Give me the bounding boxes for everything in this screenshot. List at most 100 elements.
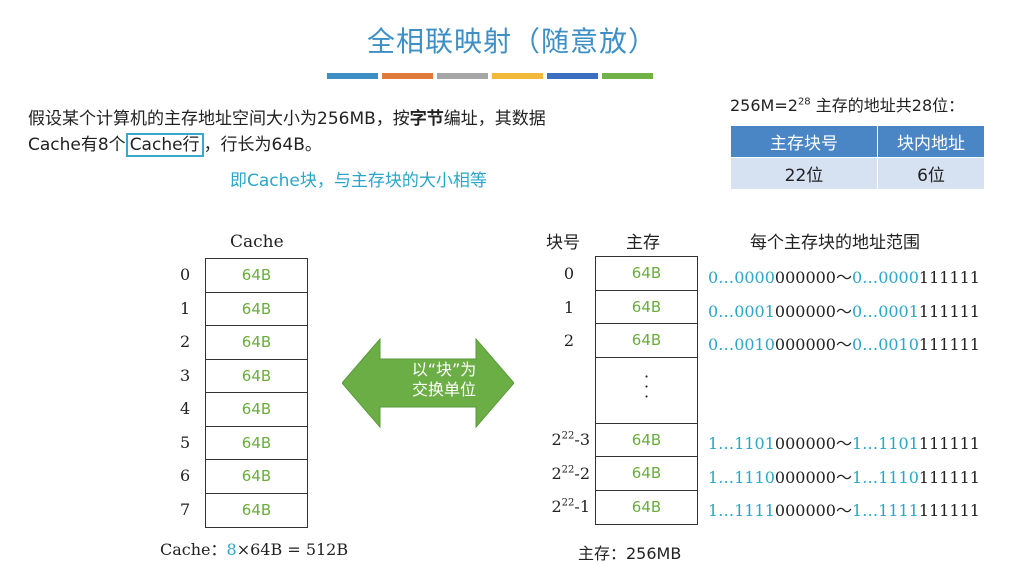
block-index: 1 (563, 297, 574, 317)
address-range-part: 111111 (918, 434, 980, 453)
address-range-part: 1111 (734, 501, 775, 520)
address-range-part: 000000～ (774, 501, 852, 520)
address-range-part: 0… (852, 301, 879, 321)
address-range-part: 1101 (878, 434, 919, 453)
block-index: 0 (563, 264, 574, 283)
address-range: 0…0000000000～0…0000111111 (708, 264, 980, 288)
intro-part1: 假设某个计算机的主存地址空间大小为256MB，按 (28, 109, 410, 129)
address-range-part: 0010 (878, 335, 919, 354)
address-format-table: 主存块号 块内地址 22位 6位 (730, 125, 985, 190)
cache-line-index: 2 (180, 332, 191, 351)
arrow-label: 以“块”为 交换单位 (360, 360, 528, 400)
address-range-part: 1… (708, 467, 735, 487)
address-range-part: 1110 (878, 467, 919, 487)
color-bar-segment (327, 73, 378, 79)
cache-block-note: 即Cache块，与主存块的大小相等 (230, 171, 487, 191)
cache-block: 64B (206, 259, 307, 293)
block-index-base: 2 (551, 497, 562, 516)
color-bar (327, 73, 653, 79)
address-range-part: 0… (852, 268, 879, 287)
memory-block: 64B (596, 257, 697, 291)
address-range-part: 0000 (734, 268, 775, 287)
address-range-part: 1… (852, 501, 879, 520)
cache-line-index: 7 (180, 499, 191, 519)
color-bar-segment (547, 73, 598, 79)
block-number-bits: 22位 (730, 157, 878, 190)
block-index: 222-2 (538, 464, 590, 483)
block-index-base: 2 (551, 463, 562, 483)
cache-block: 64B (206, 393, 307, 427)
address-range-part: 0… (852, 335, 879, 354)
address-range-part: 1101 (734, 434, 775, 453)
address-range-part: 0… (708, 301, 735, 321)
cache-line-highlight: Cache行 (125, 133, 204, 157)
address-range-column-header: 每个主存块的地址范围 (750, 233, 920, 253)
main-memory-blocks: 64B 64B 64B · · · 64B 64B 64B (595, 256, 698, 525)
address-range-part: 000000～ (774, 434, 852, 453)
address-range-part: 1110 (734, 467, 775, 487)
cache-line-index: 1 (180, 298, 191, 318)
address-heading-post: 主存的地址共28位： (810, 96, 965, 115)
cache-block: 64B (206, 293, 307, 326)
address-range-part: 0001 (878, 301, 919, 321)
block-index-suffix: -2 (574, 463, 590, 483)
address-range-part: 0010 (734, 335, 775, 354)
memory-block: 64B (596, 291, 697, 324)
color-bar-segment (602, 73, 653, 79)
main-memory-size: 主存：256MB (578, 544, 682, 563)
address-range-part: 1… (708, 434, 735, 453)
address-range: 0…0001000000～0…0001111111 (708, 298, 980, 322)
arrow-label-line1: 以“块”为 (411, 360, 477, 379)
address-range-part: 111111 (918, 335, 980, 354)
block-number-header: 主存块号 (730, 125, 878, 158)
double-arrow-icon (342, 337, 514, 429)
cache-line-index: 3 (180, 365, 191, 385)
block-offset-bits: 6位 (877, 157, 985, 190)
cache-line-index: 5 (180, 432, 191, 452)
block-index: 222-3 (538, 430, 590, 449)
page-title: 全相联映射（随意放） (366, 25, 657, 58)
main-memory-column-header: 主存 (626, 233, 660, 253)
address-range: 0…0010000000～0…0010111111 (708, 331, 980, 355)
address-range-part: 000000～ (774, 335, 852, 354)
cache-line-count: 8 (226, 540, 237, 559)
cache-block: 64B (206, 460, 307, 494)
address-range-part: 0000 (878, 268, 919, 287)
cache-footer-post: ×64B = 512B (236, 540, 349, 559)
address-range-part: 111111 (918, 301, 980, 321)
address-range-part: 1… (852, 434, 879, 453)
cache-block: 64B (206, 360, 307, 393)
address-range-part: 1… (852, 467, 879, 487)
address-range-part: 0001 (734, 301, 775, 321)
block-index-exp: 22 (561, 464, 575, 476)
block-index-base: 2 (551, 430, 562, 449)
intro-part2: 编址，其数据Cache有8个 (28, 109, 546, 155)
arrow-label-line2: 交换单位 (411, 380, 476, 399)
cache-block: 64B (241, 500, 272, 519)
block-index: 2 (563, 331, 574, 350)
block-number-column-header: 块号 (546, 233, 580, 253)
block-index-exp: 22 (561, 497, 575, 509)
address-range: 1…1101000000～1…1101111111 (708, 430, 980, 454)
address-range-part: 1… (708, 501, 735, 520)
cache-line-index: 4 (180, 399, 191, 418)
block-index-suffix: -1 (574, 497, 590, 516)
cache-line-index: 6 (180, 466, 191, 485)
memory-block: 64B (631, 497, 662, 516)
block-offset-header: 块内地址 (877, 125, 985, 158)
memory-block: 64B (596, 457, 697, 491)
address-range-part: 111111 (918, 268, 980, 287)
address-range-part: 1111 (878, 501, 919, 520)
cache-blocks: 64B 64B 64B 64B 64B 64B 64B 64B (205, 258, 308, 528)
block-index-suffix: -3 (574, 430, 590, 449)
address-range-part: 0… (708, 268, 735, 287)
intro-bold: 字节 (409, 109, 444, 129)
cache-size-formula: Cache：8×64B = 512B (160, 536, 348, 560)
address-range: 1…1111000000～1…1111111111 (708, 497, 980, 521)
cache-line-index: 0 (180, 265, 191, 284)
address-range: 1…1110000000～1…1110111111 (708, 464, 980, 488)
color-bar-segment (437, 73, 488, 79)
memory-block: 64B (596, 324, 697, 358)
address-range-part: 000000～ (774, 268, 852, 287)
block-index-exp: 22 (561, 430, 575, 442)
